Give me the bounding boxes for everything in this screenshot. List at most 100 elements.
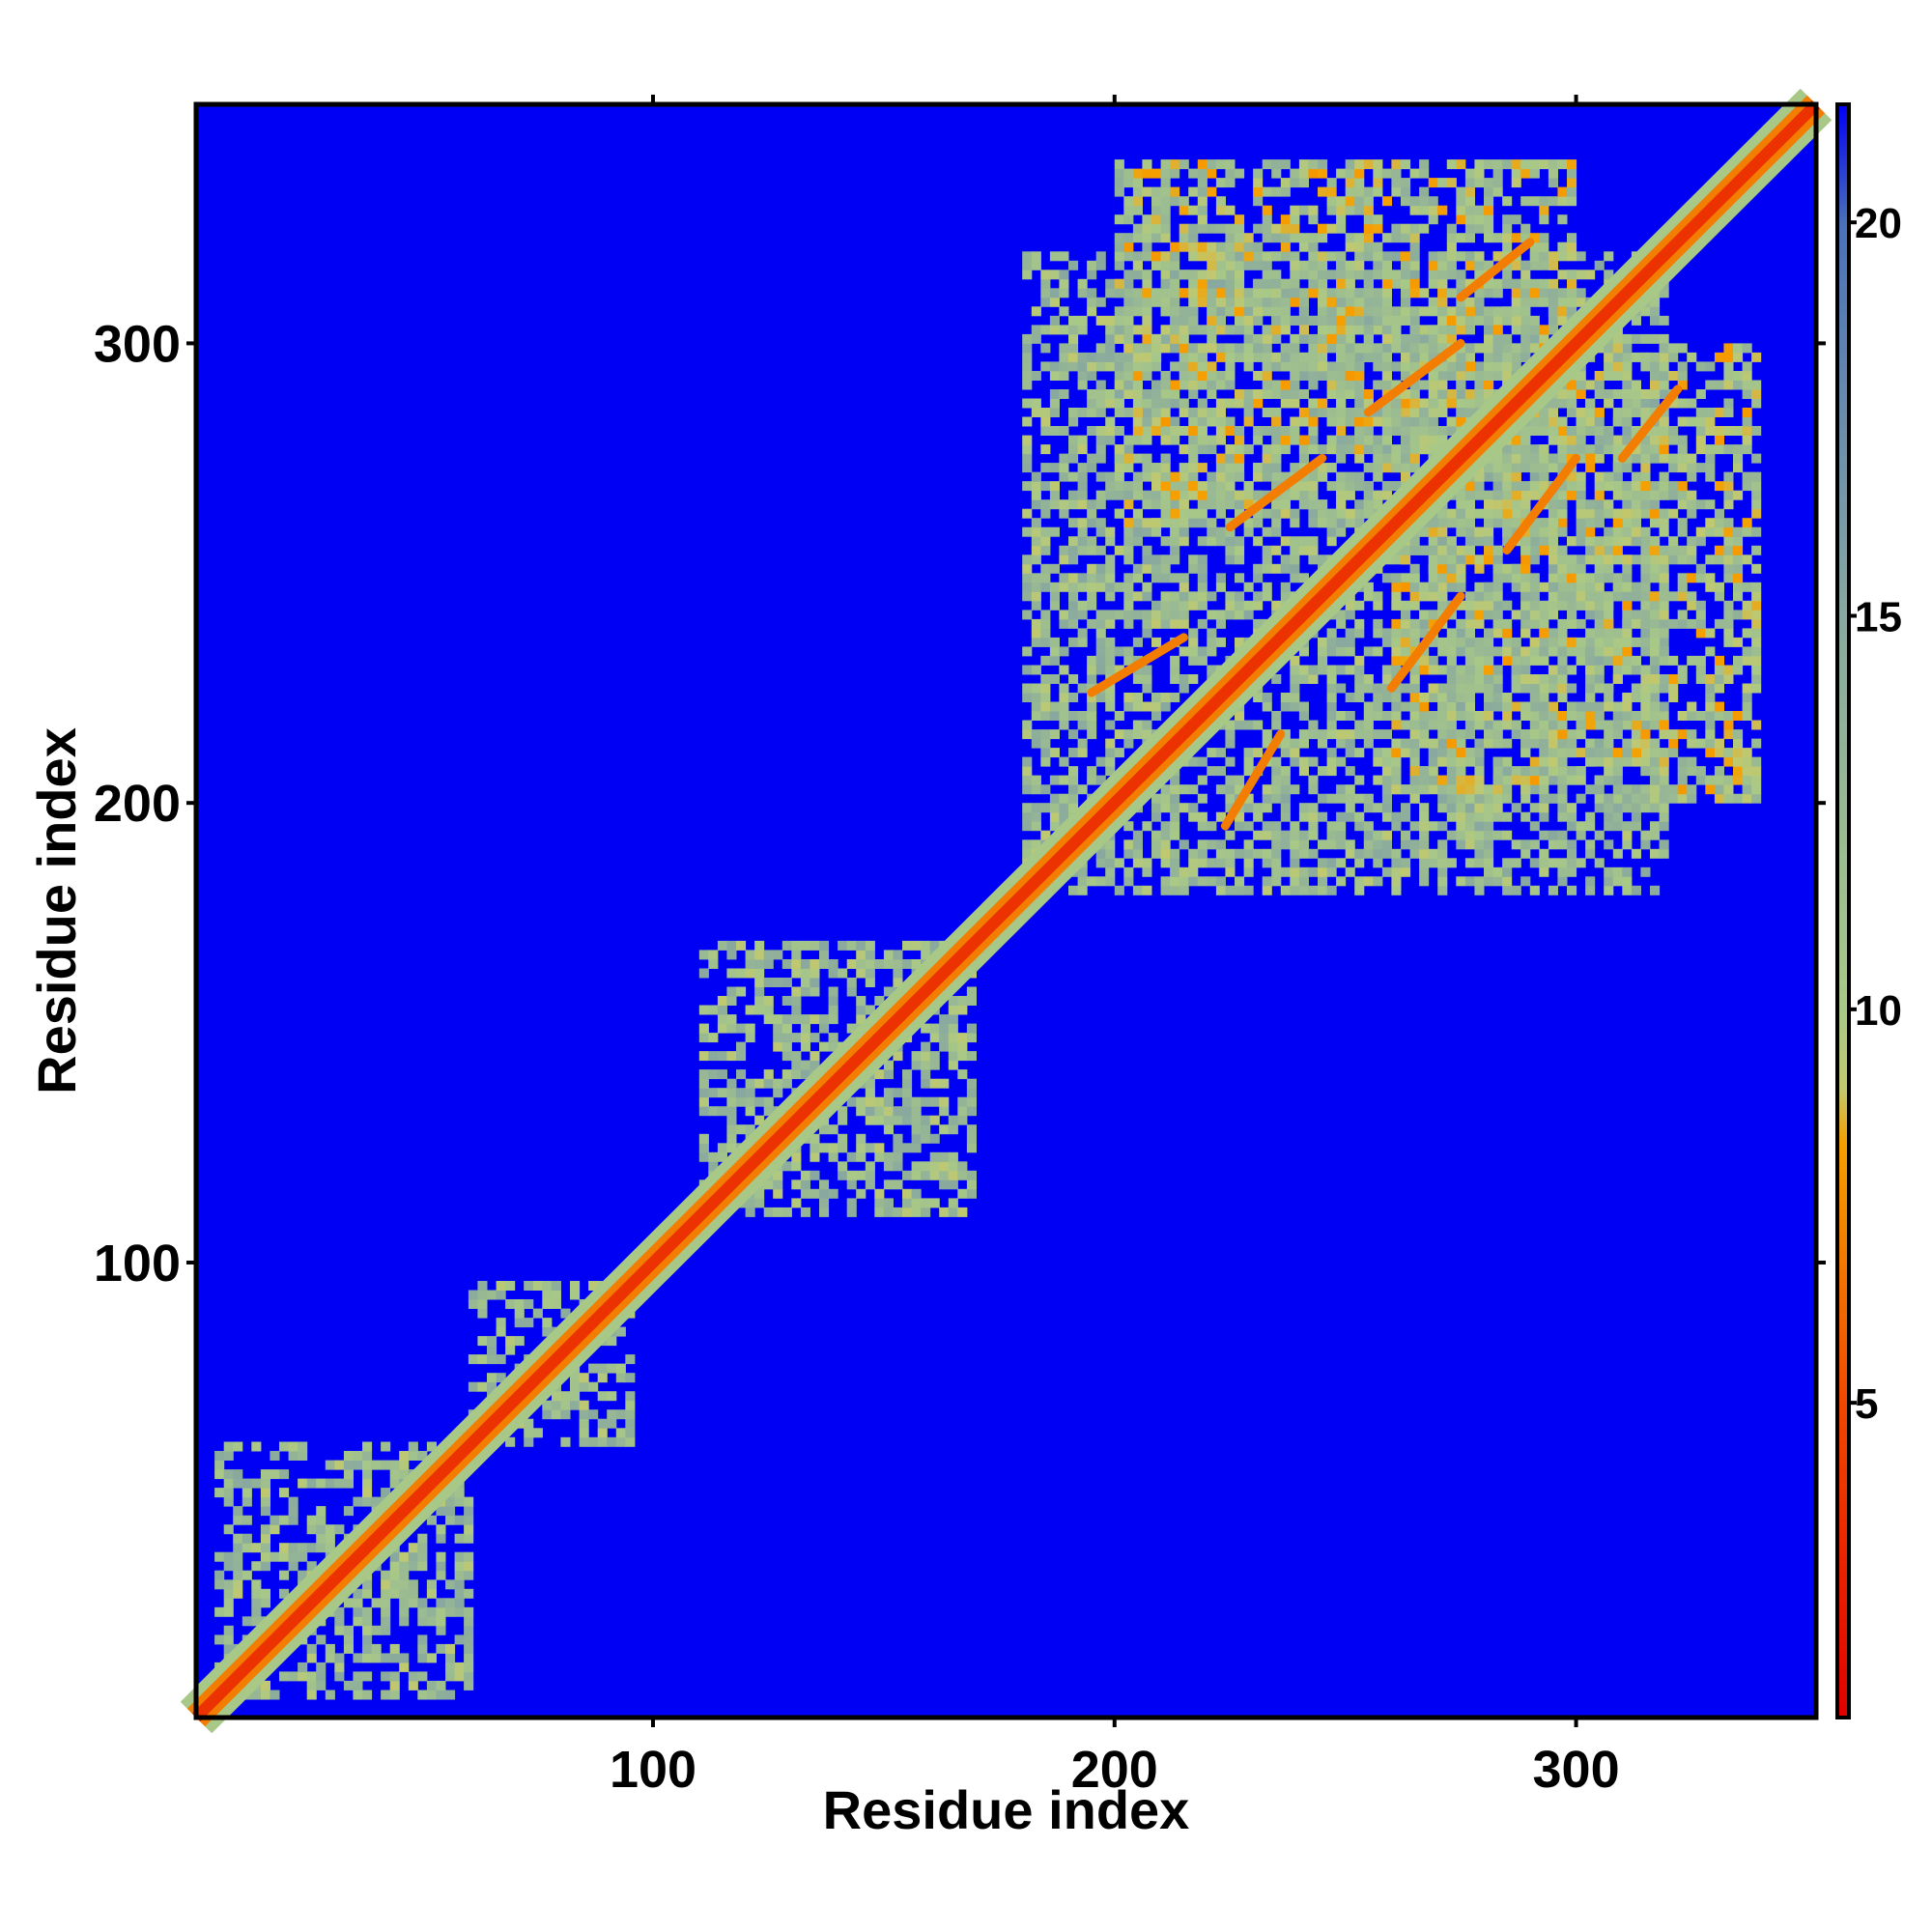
contact-cell (1271, 288, 1282, 298)
contact-cell (1114, 260, 1124, 270)
contact-cell (468, 1290, 478, 1300)
contact-cell (1345, 811, 1355, 822)
contact-cell (1594, 471, 1605, 482)
contact-cell (966, 1023, 977, 1034)
contact-cell (426, 1690, 437, 1700)
contact-cell (1170, 398, 1180, 409)
contact-cell (1068, 711, 1079, 721)
contact-cell (1318, 471, 1328, 482)
contact-cell (717, 1023, 727, 1034)
contact-cell (763, 1078, 774, 1089)
contact-cell (1373, 463, 1383, 473)
contact-cell (1419, 352, 1430, 362)
contact-cell (615, 1409, 626, 1420)
contact-cell (1354, 444, 1365, 455)
contact-cell (1123, 600, 1134, 611)
contact-cell (1336, 711, 1347, 721)
contact-cell (1373, 159, 1383, 170)
contact-cell (1253, 591, 1264, 602)
contact-cell (1318, 297, 1328, 307)
contact-cell (1077, 637, 1088, 647)
contact-cell (1040, 563, 1051, 574)
contact-cell (1243, 325, 1254, 335)
contact-cell (1031, 536, 1041, 547)
contact-cell (1170, 518, 1180, 528)
contact-cell (1114, 444, 1124, 455)
contact-cell (1409, 453, 1420, 464)
contact-cell (1622, 876, 1633, 887)
contact-cell (1290, 665, 1300, 675)
contact-cell (1271, 315, 1282, 326)
contact-cell (856, 950, 867, 960)
contact-cell (883, 1096, 894, 1107)
contact-cell (1363, 288, 1374, 298)
contact-cell (1290, 223, 1300, 234)
contact-cell (1123, 526, 1134, 537)
contact-cell (1095, 858, 1106, 868)
contact-cell (1464, 233, 1475, 243)
contact-cell (819, 1023, 830, 1034)
contact-cell (1160, 168, 1171, 179)
contact-cell (957, 1041, 968, 1052)
contact-cell (1401, 260, 1411, 270)
contact-cell (948, 1170, 958, 1180)
contact-cell (773, 978, 783, 987)
contact-cell (1409, 738, 1420, 749)
contact-cell (1659, 766, 1669, 777)
contact-cell (1225, 738, 1236, 749)
contact-cell (1474, 674, 1485, 684)
contact-cell (1151, 186, 1162, 197)
contact-cell (389, 1469, 400, 1480)
contact-cell (763, 1096, 774, 1107)
contact-cell (1650, 693, 1661, 702)
contact-cell (1170, 821, 1180, 832)
contact-cell (939, 1161, 950, 1172)
contact-cell (343, 1625, 354, 1635)
contact-cell (1567, 270, 1577, 280)
contact-cell (1160, 398, 1171, 409)
contact-cell (1373, 729, 1383, 740)
contact-cell (1207, 223, 1217, 234)
contact-cell (1354, 655, 1365, 666)
contact-cell (1326, 315, 1337, 326)
contact-cell (736, 1023, 747, 1034)
contact-cell (1557, 811, 1568, 822)
contact-cell (1373, 471, 1383, 482)
contact-cell (1401, 784, 1411, 795)
contact-cell (1170, 297, 1180, 307)
contact-cell (1401, 655, 1411, 666)
contact-cell (1373, 646, 1383, 657)
contact-cell (298, 1671, 308, 1682)
contact-cell (1262, 288, 1272, 298)
contact-cell (1419, 701, 1430, 712)
contact-cell (1151, 803, 1162, 813)
contact-cell (1381, 481, 1392, 492)
contact-cell (1326, 205, 1337, 215)
contact-cell (1446, 775, 1457, 785)
contact-cell (1262, 343, 1272, 354)
contact-cell (1179, 196, 1189, 207)
contact-cell (1298, 536, 1309, 547)
contact-cell (1188, 444, 1199, 455)
contact-cell (1428, 610, 1438, 620)
contact-cell (1132, 178, 1143, 188)
contact-cell (1354, 205, 1365, 215)
contact-cell (1381, 196, 1392, 207)
contact-cell (445, 1643, 456, 1654)
contact-cell (1123, 821, 1134, 832)
contact-cell (551, 1391, 561, 1402)
contact-cell (1207, 490, 1217, 500)
contact-cell (948, 1023, 958, 1034)
contact-cell (856, 1106, 867, 1117)
contact-cell (1151, 811, 1162, 822)
contact-cell (1354, 848, 1365, 859)
contact-cell (1049, 526, 1060, 537)
contact-cell (1179, 490, 1189, 500)
contact-cell (1170, 481, 1180, 492)
contact-cell (1031, 693, 1041, 702)
contact-cell (1381, 573, 1392, 583)
contact-cell (1604, 526, 1614, 537)
contact-cell (1040, 545, 1051, 555)
contact-cell (1142, 297, 1152, 307)
contact-cell (1604, 876, 1614, 887)
